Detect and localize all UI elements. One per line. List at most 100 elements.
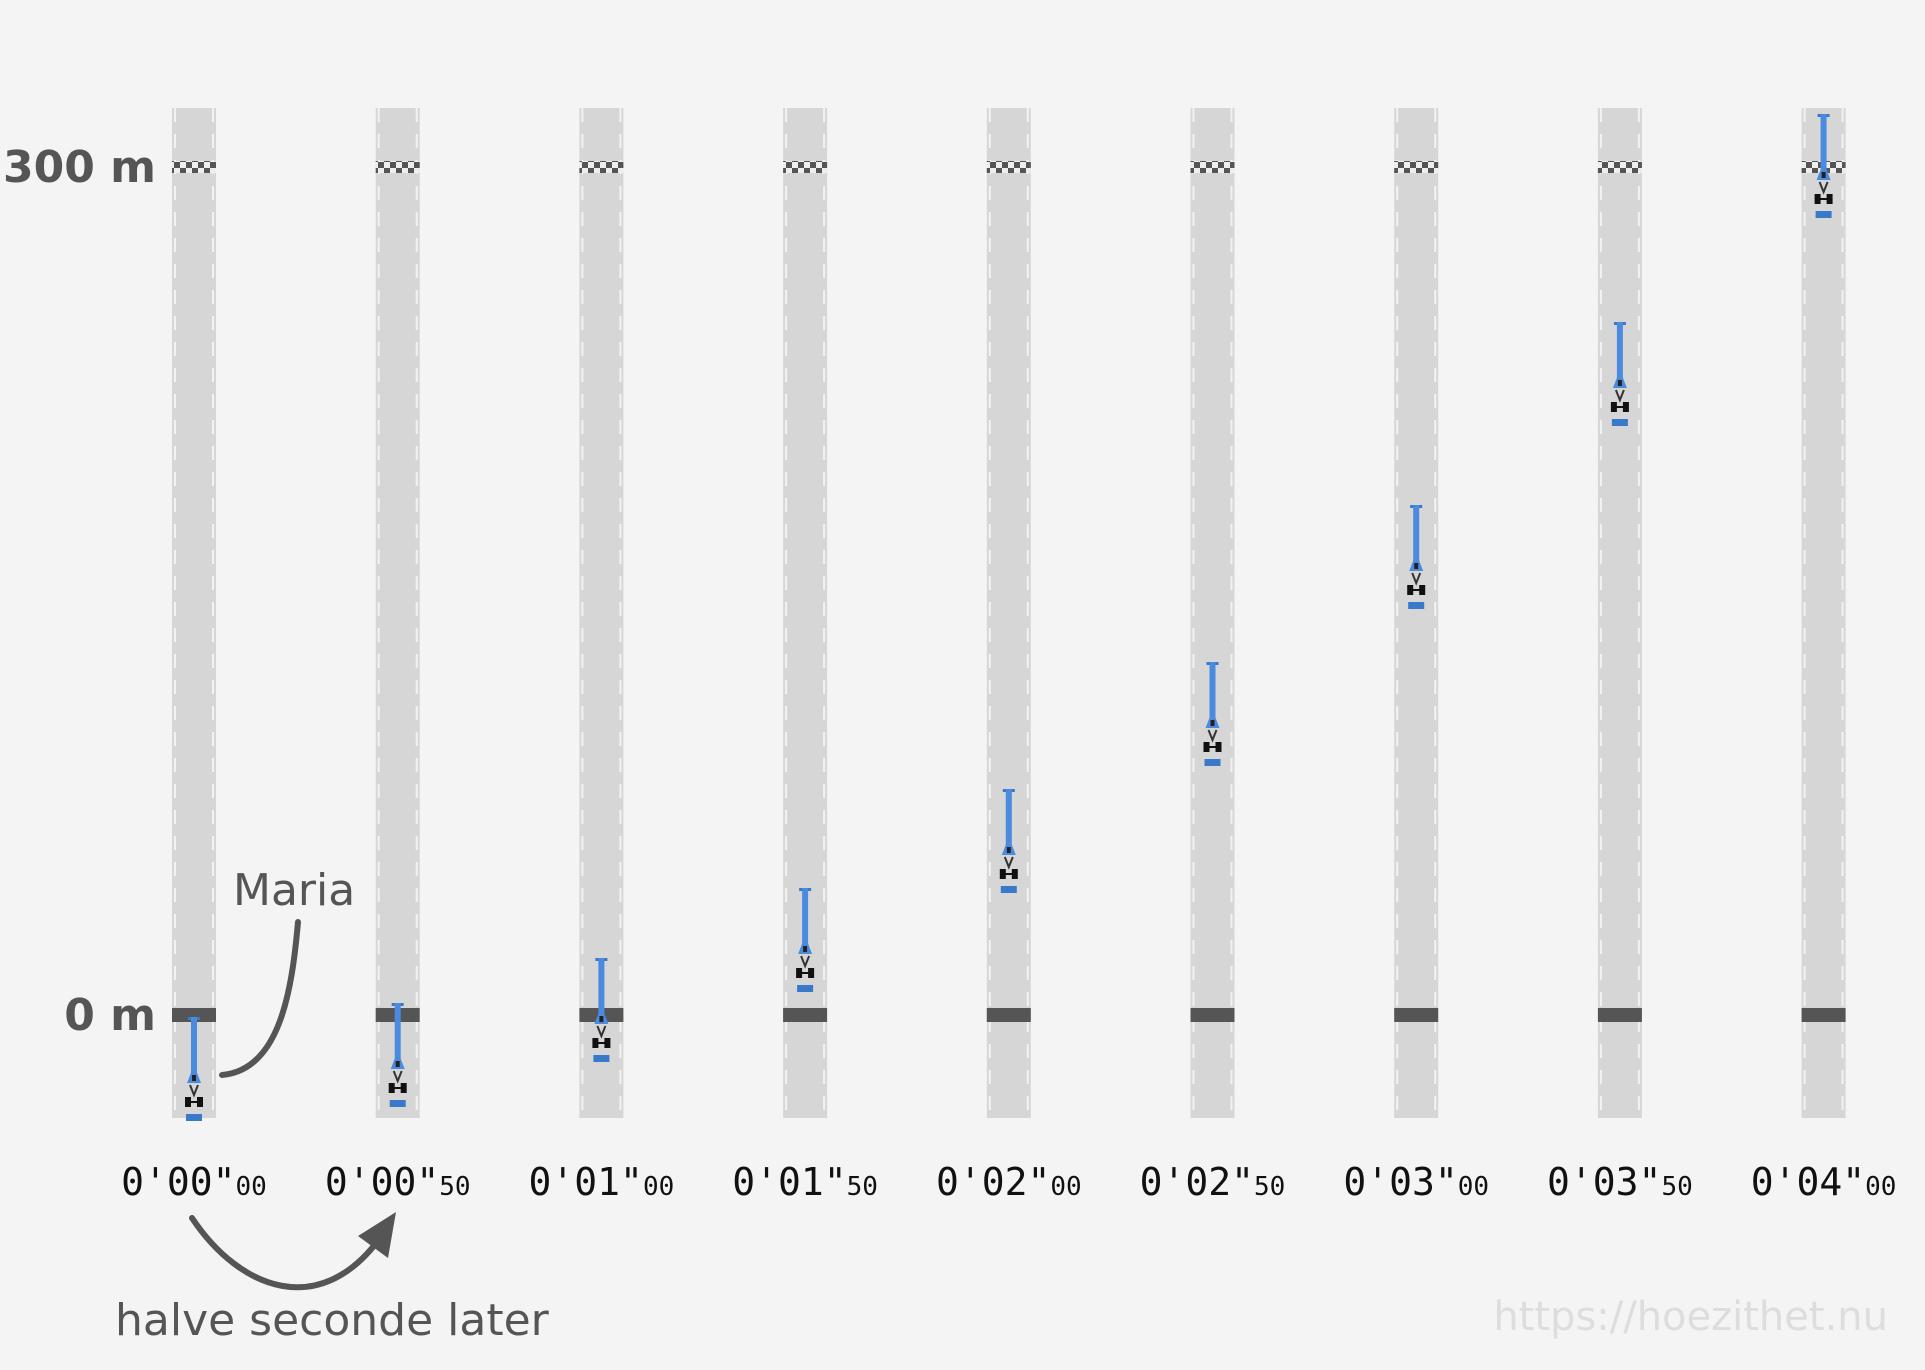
time-hundredths: 00 [1050,1172,1081,1202]
time-hundredths: 00 [1458,1172,1489,1202]
side-pods [594,1006,609,1024]
rear-wing [186,1114,202,1121]
start-line [986,1008,1031,1022]
axle [1615,406,1624,408]
time-label: 0'01"50 [732,1160,878,1204]
lane: 0'04"00 [1751,108,1897,1204]
lanes: 0'00"00 0'00"50 0'01"00 0'01"50 0'02"00 0'02"… [121,108,1896,1204]
axle [190,1101,198,1103]
axle [597,1042,606,1044]
rear-wing [1204,759,1221,766]
start-line [1801,1008,1846,1022]
rear-wing [1000,886,1017,893]
lane: 0'02"50 [1140,108,1286,1204]
side-pods [1816,162,1831,180]
finish-line [375,161,420,173]
finish-line [579,161,624,173]
lane: 0'00"50 [325,108,471,1204]
side-pods [798,936,813,954]
rear [189,1084,199,1098]
start-line [1597,1008,1642,1022]
car [1814,114,1833,218]
track [1801,108,1846,1118]
rear-wing [797,985,814,992]
time-label: 0'04"00 [1751,1160,1897,1204]
cockpit [1821,172,1826,178]
axle [801,972,810,974]
rear [1614,389,1625,403]
rear [800,955,811,969]
car-body [1413,505,1420,569]
rear-wing [1815,211,1832,218]
lane: 0'01"00 [529,108,674,1204]
rear-wing [1408,602,1425,609]
time-label: 0'00"00 [121,1160,267,1204]
time-hundredths: 50 [1254,1172,1285,1202]
side-pods [1001,837,1016,855]
rear-wing [389,1100,406,1107]
track [1394,108,1439,1118]
cockpit [803,946,808,952]
arrow-caption: halve seconde later [115,1295,550,1346]
start-line [783,1008,828,1022]
top-distance-label: 300 m [3,142,156,193]
time-hundredths: 00 [1865,1172,1896,1202]
car [999,789,1018,893]
side-pods [1205,710,1220,728]
axle [1208,746,1217,748]
axle [393,1087,402,1089]
lane: 0'03"50 [1547,108,1693,1204]
rear [1207,729,1218,743]
car-body [802,888,809,952]
car [1407,505,1426,609]
lane: 0'00"00 [121,108,267,1204]
time-main: 0'00" [121,1160,235,1204]
axle [1819,198,1828,200]
finish-line [1394,161,1439,173]
side-pods [1612,370,1627,388]
rear-wing [1611,419,1628,426]
cockpit [1210,720,1215,726]
time-main: 0'02" [1140,1160,1254,1204]
time-main: 0'04" [1751,1160,1865,1204]
car [388,1003,407,1107]
car-body [394,1003,401,1067]
wheel [1419,585,1426,595]
wheel [999,869,1006,879]
time-hundredths: 00 [643,1172,674,1202]
car-body [1616,322,1623,386]
cockpit [192,1075,196,1081]
finish-line [172,161,216,173]
track [579,108,624,1118]
wheel [388,1083,395,1093]
start-line [172,1008,216,1022]
wheel [604,1038,611,1048]
wheel [1203,742,1210,752]
side-pods [187,1065,201,1083]
wheel [1215,742,1222,752]
time-main: 0'01" [529,1160,643,1204]
car [796,888,815,992]
time-hundredths: 50 [847,1172,878,1202]
time-label: 0'02"50 [1140,1160,1286,1204]
finish-line [1597,161,1642,173]
rear [392,1070,403,1084]
axle [1412,589,1421,591]
time-hundredths: 50 [1661,1172,1692,1202]
time-hundredths: 00 [236,1172,267,1202]
finish-line [1190,161,1235,173]
car [185,1017,203,1121]
rear [1411,572,1422,586]
wheel [1610,402,1617,412]
track [1597,108,1642,1118]
time-main: 0'02" [936,1160,1050,1204]
car-body [1005,789,1012,853]
wheel [808,968,815,978]
start-distance-label: 0 m [64,990,156,1041]
axle [1004,873,1013,875]
lane: 0'03"00 [1343,108,1489,1204]
wheel [197,1097,203,1107]
cockpit [1006,847,1011,853]
time-label: 0'02"00 [936,1160,1082,1204]
